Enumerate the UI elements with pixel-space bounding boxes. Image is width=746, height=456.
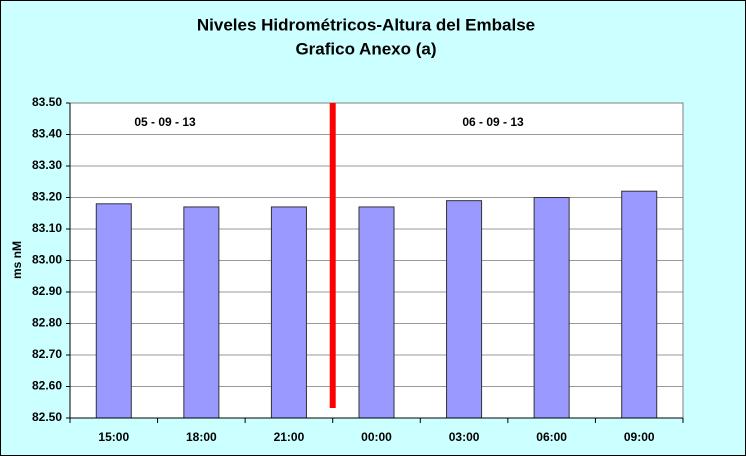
x-tick-label: 21:00 xyxy=(274,430,305,444)
bar xyxy=(621,190,658,419)
x-tick-label: 03:00 xyxy=(449,430,480,444)
x-tick-label: 09:00 xyxy=(624,430,655,444)
y-tick-label: 82.70 xyxy=(32,347,62,361)
x-tick-label: 06:00 xyxy=(536,430,567,444)
y-tick-label: 83.40 xyxy=(32,127,62,141)
bar xyxy=(446,200,483,419)
bar xyxy=(183,206,220,419)
y-axis-label: ms nM xyxy=(10,241,24,279)
chart-title: Niveles Hidrométricos-Altura del Embalse xyxy=(197,15,535,34)
y-tick-label: 83.00 xyxy=(32,253,62,267)
y-tick-label: 83.20 xyxy=(32,190,62,204)
chart-subtitle: Grafico Anexo (a) xyxy=(295,39,436,58)
annotation: 06 - 09 - 13 xyxy=(462,115,524,129)
bar xyxy=(533,197,570,419)
annotation: 05 - 09 - 13 xyxy=(134,115,196,129)
x-tick-label: 00:00 xyxy=(361,430,392,444)
y-tick-label: 83.50 xyxy=(32,95,62,109)
y-tick-label: 82.90 xyxy=(32,284,62,298)
bar xyxy=(358,206,395,419)
y-tick-label: 83.10 xyxy=(32,221,62,235)
y-tick-label: 82.80 xyxy=(32,316,62,330)
bar xyxy=(270,206,307,419)
x-tick-label: 15:00 xyxy=(98,430,129,444)
y-tick-label: 83.30 xyxy=(32,158,62,172)
y-tick-label: 82.60 xyxy=(32,379,62,393)
x-tick-label: 18:00 xyxy=(186,430,217,444)
bar xyxy=(95,203,132,419)
y-tick-label: 82.50 xyxy=(32,410,62,424)
